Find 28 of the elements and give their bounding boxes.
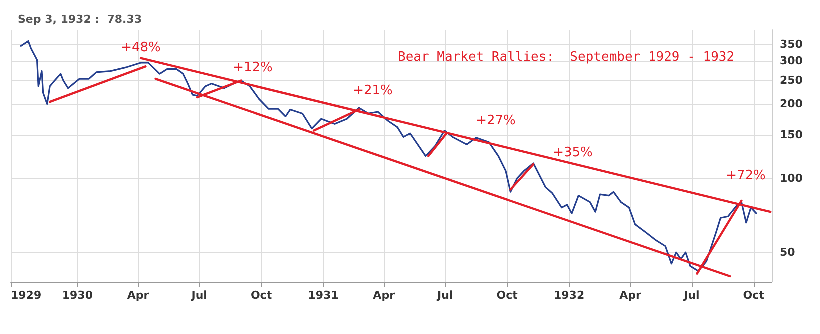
text: Bear Market Rallies: September 1929 - 1932 [398,50,735,65]
annotation: +72% [726,168,766,184]
annotation: +35% [553,146,593,160]
annotation: +21% [353,84,393,98]
y-tick-label: 250 [780,74,804,87]
y-tick-label: 200 [780,98,804,111]
annotation: +12% [233,60,273,76]
y-tick-label: 50 [780,246,796,260]
y-tick-label: 300 [780,54,804,68]
text: Sep 3, 1932 : 78.33 [18,13,142,26]
x-tick-label: Jul [436,289,454,302]
x-tick-label: 1932 [554,289,585,302]
x-tick-label: Jul [683,289,700,302]
y-tick-label: 350 [780,38,804,51]
annotation: +48% [121,40,161,56]
x-tick-label: Apr [127,289,150,302]
x-tick-label: 1930 [62,289,94,302]
x-tick-label: Apr [373,289,396,302]
x-tick-label: Apr [620,289,642,302]
x-tick-label: Jul [190,289,208,302]
y-tick-label: 150 [780,128,804,142]
x-tick-label: Oct [743,289,764,302]
x-tick-label: 1929 [11,289,42,302]
x-tick-label: 1931 [308,289,339,302]
x-tick-label: Oct [496,289,518,302]
y-tick-label: 100 [780,172,804,185]
annotation: +27% [476,114,516,128]
x-tick-label: Oct [250,289,272,302]
